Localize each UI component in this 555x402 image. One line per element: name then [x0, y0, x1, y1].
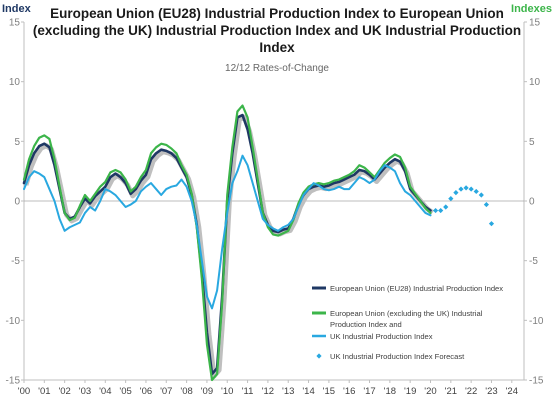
y-tick-label-left: 5	[14, 137, 20, 148]
y-tick-label-right: 0	[529, 197, 535, 208]
legend-label-eu28: European Union (EU28) Industrial Product…	[330, 284, 503, 293]
y-tick-label-right: -5	[529, 256, 538, 267]
x-tick-label: '00	[18, 386, 30, 397]
series-group	[22, 104, 495, 382]
y-tick-label-left: -15	[6, 376, 21, 387]
chart-title-line-3: Index	[259, 40, 295, 55]
uk-forecast-point	[443, 204, 449, 210]
x-tick-label: '10	[221, 386, 233, 397]
uk-forecast-point	[438, 207, 444, 214]
legend-swatch-uk-forecast	[316, 353, 322, 359]
uk-forecast-point	[463, 185, 469, 191]
y-tick-label-left: -10	[6, 316, 21, 327]
y-tick-label-left: -5	[11, 256, 20, 267]
y-tick-label-right: 10	[529, 77, 541, 88]
uk-forecast-point	[488, 221, 495, 227]
uk-forecast-point	[473, 188, 479, 195]
x-tick-label: '14	[302, 386, 314, 397]
x-tick-label: '23	[485, 386, 497, 397]
y-tick-label-left: 10	[9, 77, 21, 88]
y-tick-label-left: 0	[14, 197, 20, 208]
x-tick-label: '12	[262, 386, 274, 397]
x-tick-label: '18	[384, 386, 396, 397]
x-tick-label: '24	[506, 386, 518, 397]
y-tick-label-right: -10	[529, 316, 544, 327]
x-tick-label: '15	[323, 386, 335, 397]
x-tick-label: '09	[201, 386, 213, 397]
y-tick-label-right: 5	[529, 137, 535, 148]
chart-subtitle: 12/12 Rates-of-Change	[225, 63, 329, 74]
y-tick-label-right: 15	[529, 18, 541, 29]
x-tick-label: '13	[282, 386, 294, 397]
legend-label-uk-forecast: UK Industrial Production Index Forecast	[330, 352, 465, 361]
legend-label-line: Production Index and	[330, 320, 402, 329]
uk-forecast-point	[478, 192, 484, 198]
uk-forecast-point	[483, 201, 489, 208]
y-axis-left-label: Index	[2, 3, 32, 15]
x-tick-label: '02	[58, 386, 70, 397]
x-tick-label: '01	[38, 386, 50, 397]
chart-title-line-2: (excluding the UK) Industrial Production…	[33, 23, 521, 38]
uk-forecast-point	[448, 196, 454, 202]
eu_ex_uk-series-line	[22, 104, 432, 382]
x-tick-label: '08	[180, 386, 192, 397]
x-tick-label: '20	[424, 386, 436, 397]
x-tick-label: '07	[160, 386, 172, 397]
uk-forecast-point	[432, 207, 439, 214]
chart-title-line-1: European Union (EU28) Industrial Product…	[50, 6, 504, 21]
uk-forecast-point	[468, 186, 474, 192]
legend-label-eu-ex-uk: European Union (excluding the UK) Indust…	[330, 309, 483, 329]
uk-series-line	[23, 154, 432, 310]
x-tick-label: '04	[99, 386, 111, 397]
x-tick-label: '21	[445, 386, 457, 397]
legend: European Union (EU28) Industrial Product…	[312, 284, 503, 361]
x-tick-label: '03	[79, 386, 91, 397]
x-tick-label: '06	[140, 386, 152, 397]
legend-label-uk: UK Industrial Production Index	[330, 332, 433, 341]
uk-forecast-point	[453, 190, 459, 196]
x-tick-label: '19	[404, 386, 416, 397]
x-tick-label: '16	[343, 386, 355, 397]
x-tick-label: '22	[465, 386, 477, 397]
x-tick-label: '17	[363, 386, 375, 397]
x-tick-label: '05	[119, 386, 131, 397]
y-axis-right-label: Indexes	[511, 3, 552, 15]
y-tick-label-left: 15	[9, 18, 21, 29]
uk-forecast-point	[458, 186, 464, 192]
x-tick-label: '11	[242, 386, 254, 397]
legend-label-line: European Union (excluding the UK) Indust…	[330, 309, 483, 318]
y-tick-label-right: -15	[529, 376, 544, 387]
